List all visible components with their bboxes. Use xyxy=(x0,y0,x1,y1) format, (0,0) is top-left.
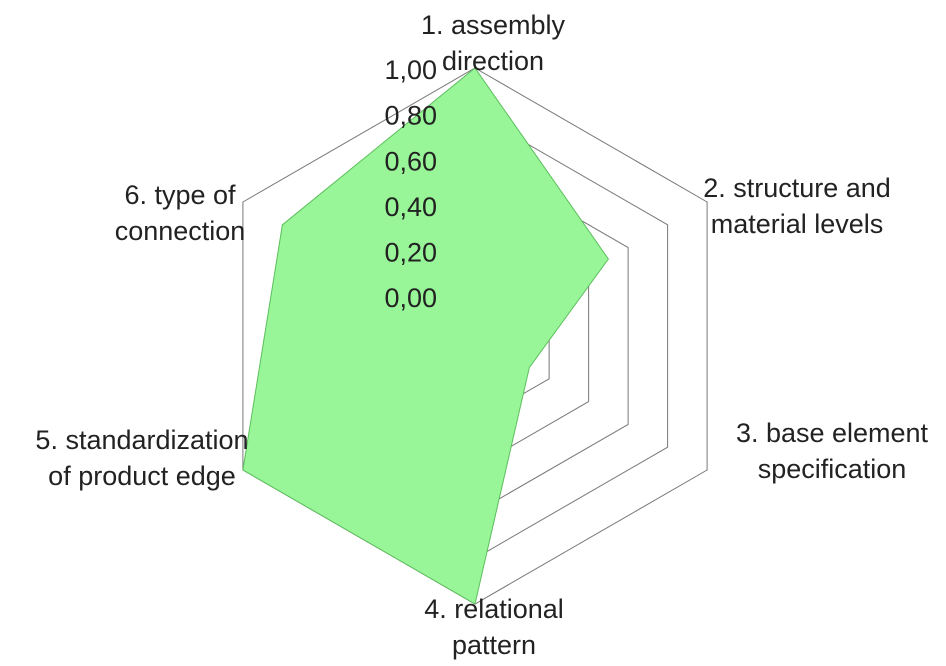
tick-label: 0,40 xyxy=(384,192,437,222)
axis-label-line: direction xyxy=(442,46,544,76)
tick-label: 0,00 xyxy=(384,283,437,313)
axis-label-line: 3. base element xyxy=(736,418,929,448)
tick-label: 0,80 xyxy=(384,101,437,131)
axis-label-line: of product edge xyxy=(48,461,236,491)
tick-label: 0,20 xyxy=(384,238,437,268)
tick-label: 0,60 xyxy=(384,146,437,176)
axis-label-line: 2. structure and xyxy=(703,173,891,203)
axis-label: 2. structure and material levels xyxy=(703,173,891,239)
axis-label-line: 6. type of xyxy=(124,180,236,210)
series-layer xyxy=(242,67,609,605)
axis-label-layer: 1. assembly direction 2. structure and mate… xyxy=(35,10,928,660)
axis-label: 5. standardization of product edge xyxy=(35,425,248,491)
tick-label-layer: 0,00 0,20 0,40 0,60 0,80 1,00 xyxy=(384,55,437,313)
axis-label-line: 5. standardization xyxy=(35,425,248,455)
axis-label: 4. relational pattern xyxy=(424,594,564,660)
tick-label: 1,00 xyxy=(384,55,437,85)
axis-label-line: pattern xyxy=(452,630,536,660)
axis-label: 6. type of connection xyxy=(115,180,246,246)
axis-label: 3. base element specification xyxy=(736,418,929,484)
axis-label-line: 1. assembly xyxy=(421,10,566,40)
axis-label-line: 4. relational xyxy=(424,594,564,624)
axis-label: 1. assembly direction xyxy=(421,10,566,76)
series-area xyxy=(242,67,609,605)
axis-label-line: connection xyxy=(115,216,246,246)
axis-label-line: material levels xyxy=(711,209,884,239)
axis-label-line: specification xyxy=(758,454,907,484)
